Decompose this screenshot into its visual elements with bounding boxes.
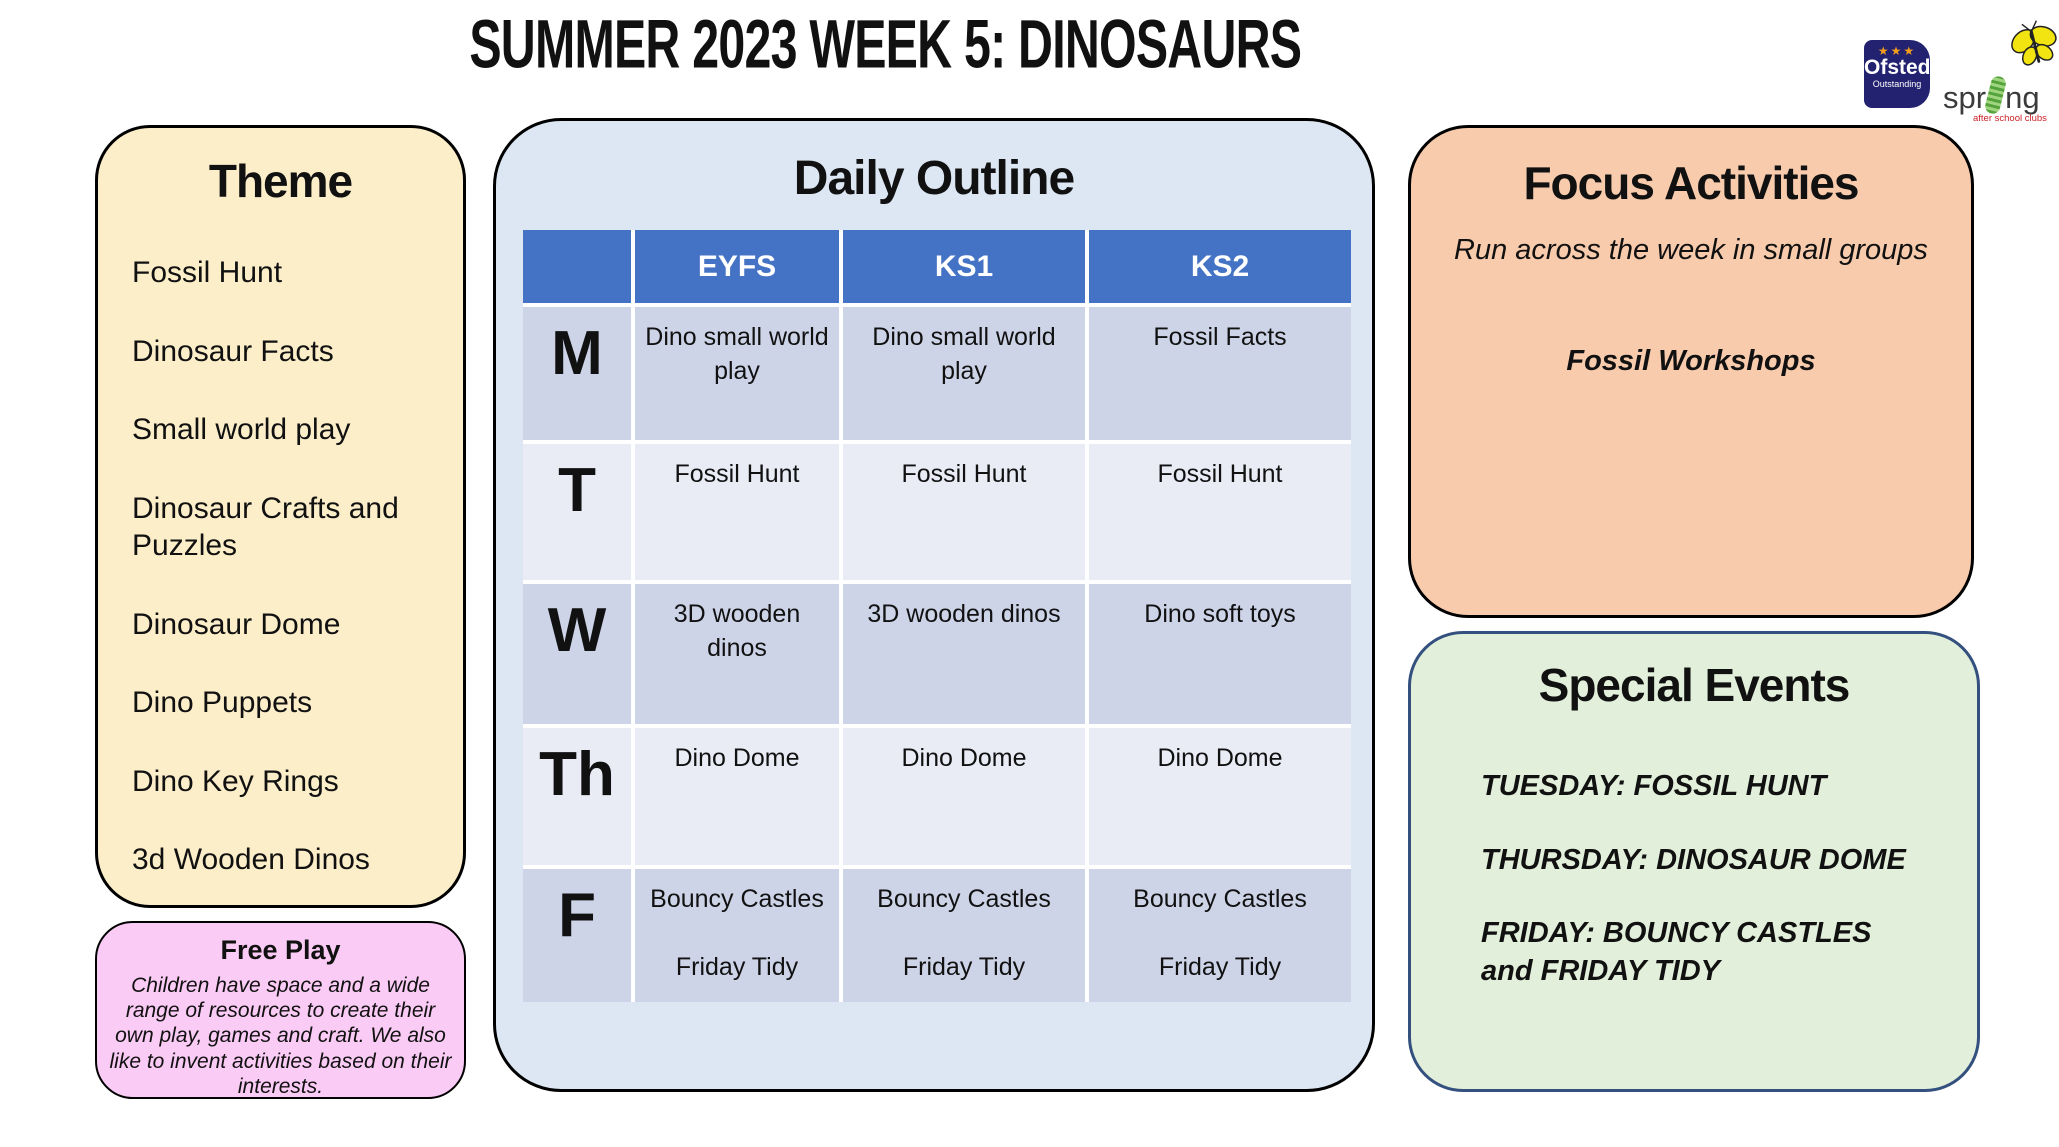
activity-cell: Fossil Hunt <box>1089 444 1351 580</box>
activity-cell: Dino small world play <box>843 307 1085 440</box>
spring-tagline: after school clubs <box>1973 113 2047 124</box>
special-event-item: THURSDAY: DINOSAUR DOME <box>1481 843 1906 876</box>
theme-list-item: Fossil Hunt <box>132 256 283 289</box>
focus-activities-panel: Focus Activities Run across the week in … <box>1408 125 1974 618</box>
free-play-title: Free Play <box>220 935 341 965</box>
special-event-item: TUESDAY: FOSSIL HUNT <box>1481 770 1827 802</box>
spring-word-prefix: spr <box>1943 80 1987 116</box>
activity-cell: 3D wooden dinos <box>843 584 1085 724</box>
theme-list-item: Dino Puppets <box>132 686 313 719</box>
ofsted-logo-name: Ofsted <box>1864 56 1931 79</box>
table-corner-cell <box>523 230 631 303</box>
column-header-ks2: KS2 <box>1089 230 1351 303</box>
butterfly-icon <box>2011 20 2057 66</box>
activity-cell: Bouncy Castles Friday Tidy <box>1089 869 1351 1002</box>
row-header-tuesday: T <box>523 444 631 580</box>
daily-outline-table: EYFS KS1 KS2 M Dino small world play Din… <box>523 230 1351 1002</box>
row-header-wednesday: W <box>523 584 631 724</box>
free-play-panel: Free Play Children have space and a wide… <box>95 921 466 1099</box>
daily-outline-panel: Daily Outline EYFS KS1 KS2 M Dino small … <box>493 118 1375 1092</box>
theme-panel: Theme Fossil Hunt Dinosaur Facts Small w… <box>95 125 466 908</box>
theme-panel-title: Theme <box>208 155 353 207</box>
activity-cell: Fossil Hunt <box>843 444 1085 580</box>
ofsted-stars-icon: ★★★ <box>1877 44 1917 58</box>
focus-activities-title: Focus Activities <box>1523 157 1859 209</box>
theme-list-item: Dinosaur Crafts and Puzzles <box>132 491 399 563</box>
theme-list-item: Dino Key Rings <box>132 764 339 798</box>
focus-activities-workshop: Fossil Workshops <box>1566 345 1816 377</box>
page-title-text: SUMMER 2023 WEEK 5: DINOSAURS <box>469 6 1302 83</box>
ofsted-logo: ★★★ Ofsted Outstanding <box>1864 40 1931 108</box>
theme-list: Fossil Hunt Dinosaur Facts Small world p… <box>132 254 439 879</box>
activity-cell: Dino Dome <box>635 728 839 865</box>
spring-logo: spr ng after school clubs <box>1941 20 2059 132</box>
daily-outline-title: Daily Outline <box>793 152 1075 205</box>
ofsted-rating-label: Outstanding <box>1872 79 1922 90</box>
activity-cell: 3D wooden dinos <box>635 584 839 724</box>
column-header-eyfs: EYFS <box>635 230 839 303</box>
row-header-monday: M <box>523 307 631 440</box>
row-header-friday: F <box>523 869 631 1002</box>
special-events-title: Special Events <box>1538 659 1851 711</box>
activity-cell: Fossil Hunt <box>635 444 839 580</box>
theme-list-item: 3d Wooden Dinos <box>132 843 370 876</box>
theme-list-item: Small world play <box>132 413 351 446</box>
column-header-ks1: KS1 <box>843 230 1085 303</box>
activity-cell: Dino Dome <box>1089 728 1351 865</box>
row-header-thursday: Th <box>523 728 631 865</box>
page-title: SUMMER 2023 WEEK 5: DINOSAURS <box>300 7 1470 82</box>
activity-cell: Dino soft toys <box>1089 584 1351 724</box>
theme-list-item: Dinosaur Dome <box>132 607 341 641</box>
theme-list-item: Dinosaur Facts <box>132 334 334 368</box>
activity-cell: Dino small world play <box>635 307 839 440</box>
activity-cell: Fossil Facts <box>1089 307 1351 440</box>
special-events-panel: Special Events TUESDAY: FOSSIL HUNT THUR… <box>1408 631 1980 1092</box>
activity-cell: Bouncy Castles Friday Tidy <box>843 869 1085 1002</box>
activity-cell: Bouncy Castles Friday Tidy <box>635 869 839 1002</box>
caterpillar-icon <box>1983 74 2008 116</box>
free-play-description: Children have space and a wide range of … <box>109 974 452 1098</box>
special-events-list: TUESDAY: FOSSIL HUNT THURSDAY: DINOSAUR … <box>1481 768 1922 991</box>
focus-activities-subtitle: Run across the week in small groups <box>1454 234 1928 266</box>
spring-wordmark: spr ng <box>1943 74 2040 116</box>
special-event-item: FRIDAY: BOUNCY CASTLES and FRIDAY TIDY <box>1481 917 1872 988</box>
activity-cell: Dino Dome <box>843 728 1085 865</box>
spring-word-suffix: ng <box>2005 80 2040 116</box>
